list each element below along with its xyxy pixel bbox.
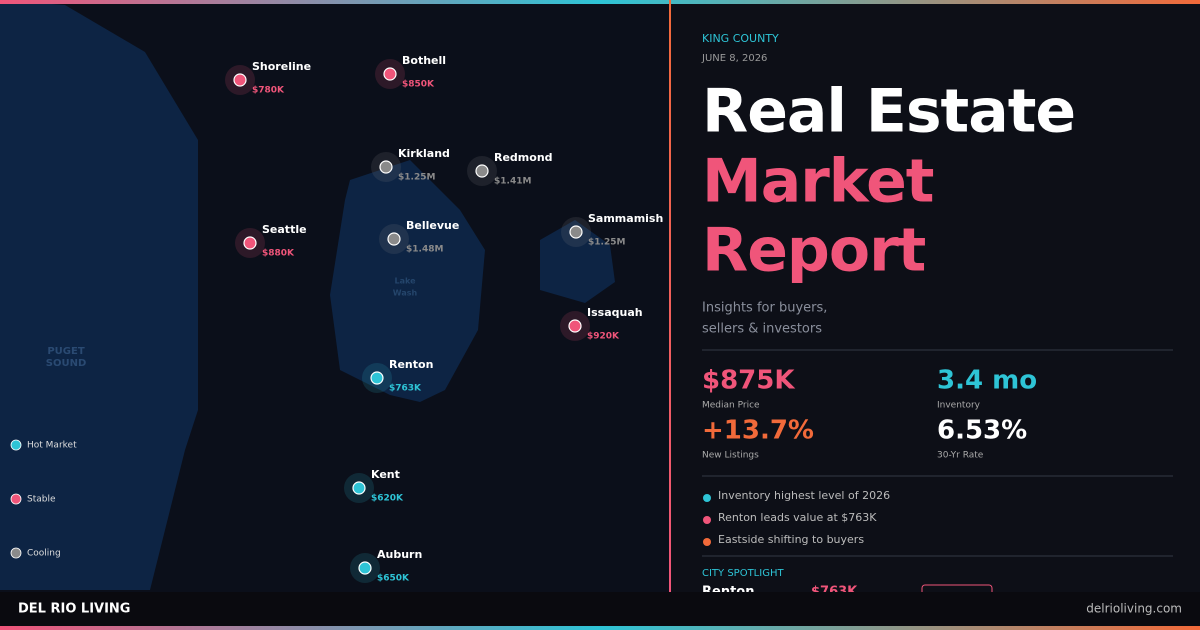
legend-dot bbox=[10, 547, 22, 559]
brand: DEL RIO LIVING bbox=[18, 602, 130, 617]
water bbox=[330, 160, 485, 402]
stat-value: +13.7% bbox=[702, 416, 814, 446]
divider bbox=[669, 0, 671, 592]
city-price: $880K bbox=[262, 249, 295, 259]
spotlight-city: Renton bbox=[702, 585, 754, 600]
legend-label: Cooling bbox=[27, 549, 61, 559]
legend-label: Hot Market bbox=[27, 441, 77, 451]
city-price: $780K bbox=[252, 86, 285, 96]
bullet-dot bbox=[703, 516, 711, 524]
city-dot bbox=[352, 481, 366, 495]
stat-label: Median Price bbox=[702, 401, 760, 411]
bullet-dot bbox=[703, 538, 711, 546]
city-price: $620K bbox=[371, 494, 404, 504]
eyebrow: KING COUNTY bbox=[702, 32, 779, 45]
city-dot bbox=[379, 160, 393, 174]
bullet: Inventory highest level of 2026 bbox=[718, 489, 890, 502]
city-dot bbox=[387, 232, 401, 246]
city-name: Auburn bbox=[377, 548, 422, 561]
water-label: Wash bbox=[393, 289, 418, 298]
city-price: $1.25M bbox=[398, 173, 435, 183]
city-price: $763K bbox=[389, 384, 422, 394]
stat-value: 3.4 mo bbox=[937, 366, 1037, 396]
stat-value: 6.53% bbox=[937, 416, 1027, 446]
water-label: SOUND bbox=[46, 358, 87, 369]
stat-value: $875K bbox=[702, 366, 795, 396]
bullet-dot bbox=[703, 494, 711, 502]
footer-bg bbox=[0, 592, 1200, 630]
city-name: Seattle bbox=[262, 223, 307, 236]
city-name: Renton bbox=[389, 358, 433, 371]
top-bar bbox=[0, 0, 1200, 4]
panel: KING COUNTY JUNE 8, 2026 Real EstateMarket… bbox=[701, 32, 1173, 600]
city-name: Redmond bbox=[494, 151, 553, 164]
url: delrioliving.com bbox=[1086, 602, 1182, 616]
city-price: $1.25M bbox=[588, 238, 625, 248]
city-name: Kirkland bbox=[398, 147, 450, 160]
date: JUNE 8, 2026 bbox=[701, 53, 767, 64]
city-dot bbox=[569, 225, 583, 239]
city-price: $1.41M bbox=[494, 177, 531, 187]
water bbox=[540, 220, 615, 303]
subtitle: Insights for buyers, bbox=[702, 301, 827, 316]
city-dot bbox=[358, 561, 372, 575]
bottom-bar bbox=[0, 626, 1200, 630]
city-dot bbox=[383, 67, 397, 81]
spotlight-heading: CITY SPOTLIGHT bbox=[702, 568, 784, 579]
title-line: Real Estate bbox=[702, 77, 1075, 147]
legend-label: Stable bbox=[27, 495, 56, 505]
title-line: Market bbox=[702, 147, 934, 217]
city-dot bbox=[568, 319, 582, 333]
city-dot bbox=[370, 371, 384, 385]
title-line: Report bbox=[702, 216, 926, 286]
city-name: Bothell bbox=[402, 54, 446, 67]
city-dot bbox=[233, 73, 247, 87]
city-name: Kent bbox=[371, 468, 400, 481]
city-name: Issaquah bbox=[587, 306, 643, 319]
city-price: $920K bbox=[587, 332, 620, 342]
city-dot bbox=[475, 164, 489, 178]
stat-label: New Listings bbox=[702, 451, 759, 461]
subtitle: sellers & investors bbox=[702, 322, 822, 337]
spotlight-badge bbox=[921, 584, 993, 592]
bullet: Eastside shifting to buyers bbox=[718, 533, 864, 546]
stat-label: Inventory bbox=[937, 401, 981, 411]
city-dot bbox=[243, 236, 257, 250]
panel-bg bbox=[671, 0, 1200, 592]
water-label: Lake bbox=[394, 277, 416, 286]
city-name: Sammamish bbox=[588, 212, 663, 225]
city-price: $850K bbox=[402, 80, 435, 90]
water-label: PUGET bbox=[47, 346, 84, 357]
city-name: Shoreline bbox=[252, 60, 311, 73]
city-name: Bellevue bbox=[406, 219, 459, 232]
spotlight-price: $763K bbox=[811, 585, 858, 600]
city-price: $650K bbox=[377, 574, 410, 584]
legend-dot bbox=[10, 439, 22, 451]
bullet: Renton leads value at $763K bbox=[718, 511, 877, 524]
city-price: $1.48M bbox=[406, 245, 443, 255]
water bbox=[0, 0, 198, 590]
stat-label: 30-Yr Rate bbox=[937, 451, 984, 461]
legend-dot bbox=[10, 493, 22, 505]
